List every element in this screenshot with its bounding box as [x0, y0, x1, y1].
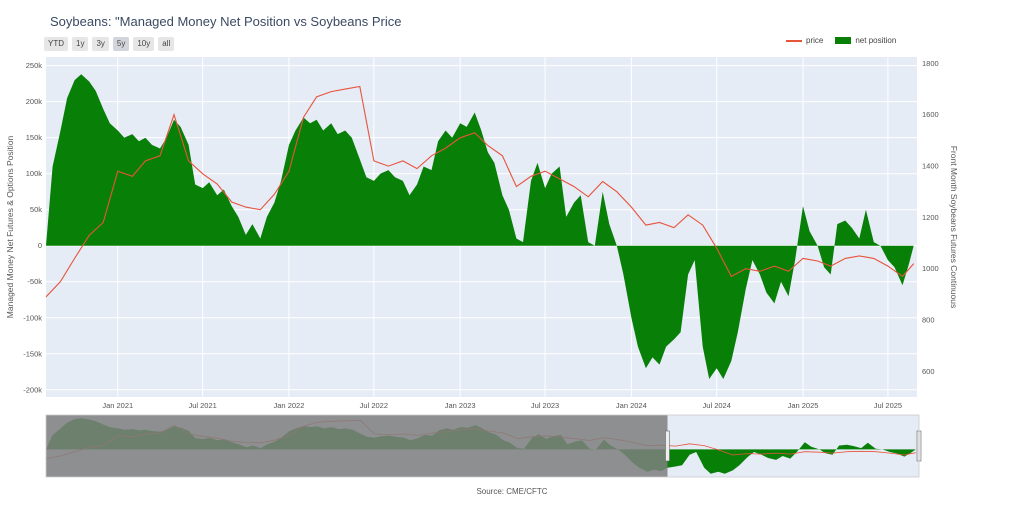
- range-selector: YTD 1y 3y 5y 10y all: [44, 37, 175, 51]
- chart-title: Soybeans: "Managed Money Net Position vs…: [50, 14, 402, 29]
- y-tick-label: 250k: [26, 61, 43, 70]
- x-axis: Jan 2021 Jul 2021 Jan 2022 Jul 2022 Jan 2023…: [102, 401, 902, 410]
- net-position-area: [46, 74, 914, 380]
- range-slider[interactable]: [45, 414, 922, 478]
- price-line: [45, 85, 915, 298]
- y-axis-title: Managed Money Net Futures & Options Posi…: [5, 136, 15, 319]
- range-button-ytd[interactable]: YTD: [44, 37, 68, 51]
- range-button-1y[interactable]: 1y: [72, 37, 89, 51]
- y2-tick-label: 1600: [922, 110, 939, 119]
- range-slider-handle-left[interactable]: [665, 430, 670, 462]
- range-button-all[interactable]: all: [158, 37, 175, 51]
- range-button-10y[interactable]: 10y: [133, 37, 155, 51]
- legend-swatch-price: [786, 39, 802, 42]
- y2-tick-label: 1400: [922, 162, 939, 171]
- range-slider-border: [45, 414, 920, 478]
- y2-tick-label: 600: [922, 367, 935, 376]
- y-axis-right: 1800 1600 1400 1200 1000 800 600: [922, 59, 939, 376]
- legend-label-net: net position: [855, 36, 897, 45]
- legend-label-price: price: [806, 36, 824, 45]
- x-tick-label: Jul 2021: [188, 401, 216, 410]
- y-tick-label: 50k: [30, 205, 42, 214]
- legend-swatch-net: [835, 37, 852, 44]
- range-button-5y[interactable]: 5y: [112, 37, 130, 51]
- x-tick-label: Jul 2023: [531, 401, 559, 410]
- y2-tick-label: 1800: [922, 59, 939, 68]
- y-tick-label: -200k: [23, 385, 42, 394]
- source-note: Source: CME/CFTC: [476, 487, 548, 496]
- y2-tick-label: 1200: [922, 213, 939, 222]
- y-tick-label: -150k: [23, 349, 42, 358]
- x-tick-label: Jul 2025: [874, 401, 902, 410]
- y2-tick-label: 1000: [922, 264, 939, 273]
- y-tick-label: 150k: [26, 133, 43, 142]
- x-tick-label: Jan 2022: [274, 401, 305, 410]
- range-button-3y[interactable]: 3y: [92, 37, 109, 51]
- x-tick-label: Jan 2023: [445, 401, 476, 410]
- legend: price net position: [786, 36, 896, 45]
- y-tick-label: -50k: [27, 277, 42, 286]
- legend-item-price[interactable]: price: [786, 36, 823, 45]
- x-tick-label: Jul 2024: [703, 401, 731, 410]
- x-tick-label: Jan 2021: [102, 401, 133, 410]
- y-tick-label: -100k: [23, 313, 42, 322]
- y2-axis-title: Front Month Soybeans Futures Continuous: [949, 146, 959, 309]
- legend-item-net[interactable]: net position: [835, 36, 896, 45]
- x-tick-label: Jan 2025: [788, 401, 819, 410]
- x-tick-label: Jan 2024: [616, 401, 647, 410]
- x-tick-label: Jul 2022: [360, 401, 388, 410]
- y-axis-left: 250k 200k 150k 100k 50k 0 -50k -100k -150k -200k: [23, 61, 42, 394]
- y-tick-label: 200k: [26, 97, 43, 106]
- y-tick-label: 100k: [26, 169, 43, 178]
- range-slider-mask: [46, 415, 668, 477]
- y-tick-label: 0: [38, 241, 42, 250]
- y2-tick-label: 800: [922, 316, 935, 325]
